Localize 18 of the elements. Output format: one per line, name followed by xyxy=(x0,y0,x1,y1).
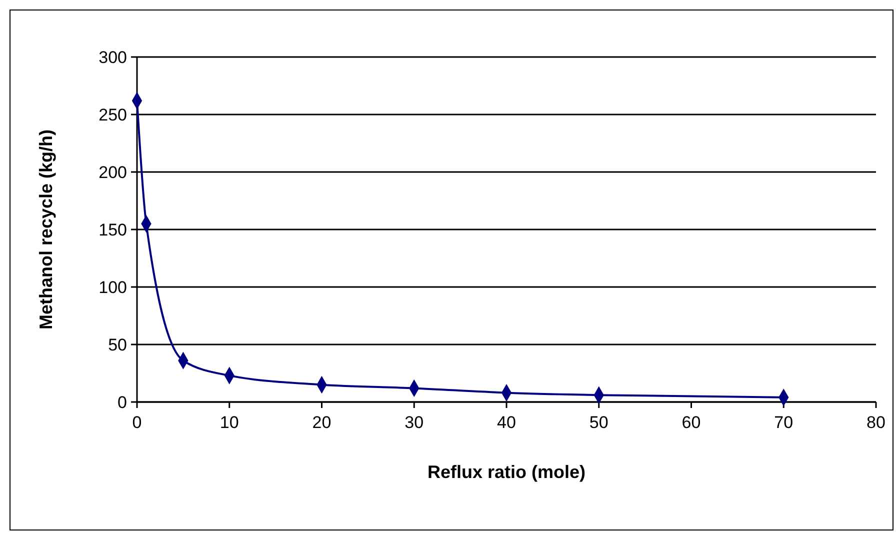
y-tick-label: 50 xyxy=(108,335,127,354)
x-tick-label: 80 xyxy=(866,413,886,432)
x-tick-label: 60 xyxy=(682,413,701,432)
y-tick-label: 100 xyxy=(98,278,127,297)
y-tick-label: 250 xyxy=(98,105,127,124)
x-tick-label: 30 xyxy=(404,413,424,432)
x-tick-label: 50 xyxy=(589,413,608,432)
y-tick-label: 200 xyxy=(98,162,127,182)
y-tick-label: 150 xyxy=(98,220,127,240)
x-axis-title: Reflux ratio (mole) xyxy=(427,462,586,482)
x-tick-label: 40 xyxy=(497,413,516,432)
x-tick-label: 10 xyxy=(220,413,239,432)
y-tick-label: 300 xyxy=(98,48,127,67)
x-tick-label: 0 xyxy=(132,413,142,432)
x-tick-label: 20 xyxy=(312,413,332,432)
x-tick-label: 70 xyxy=(774,413,794,432)
y-axis-title: Methanol recycle (kg/h) xyxy=(36,129,56,330)
y-tick-label: 0 xyxy=(118,392,127,412)
